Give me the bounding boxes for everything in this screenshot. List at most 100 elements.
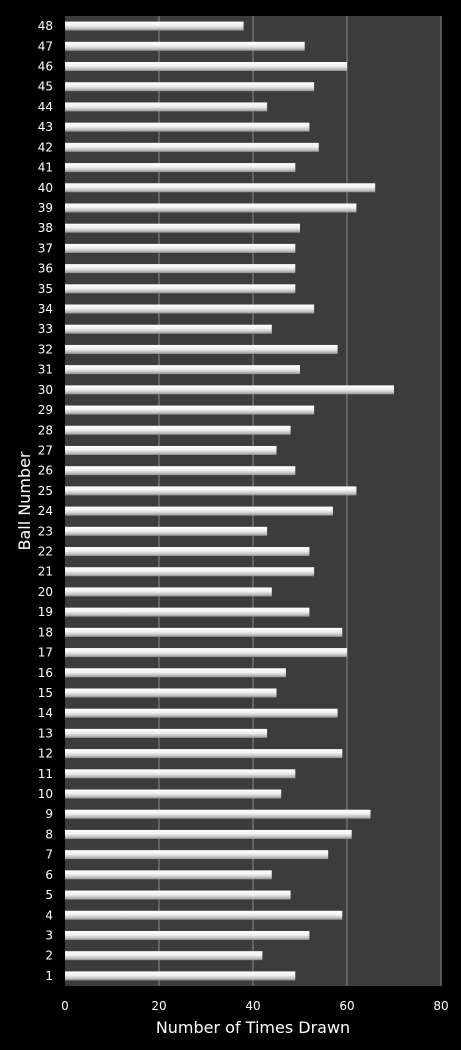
y-tick-label: 30	[38, 383, 53, 397]
bar-ball-46	[65, 62, 347, 72]
bar-ball-3	[65, 930, 310, 940]
y-tick-label: 1	[45, 969, 53, 983]
x-tick-label: 80	[433, 999, 448, 1013]
bar-ball-37	[65, 243, 296, 253]
bar-ball-14	[65, 708, 338, 718]
bar-ball-17	[65, 648, 347, 658]
y-tick-label: 35	[38, 282, 53, 296]
y-tick-label: 20	[38, 585, 53, 599]
y-tick-label: 7	[45, 848, 53, 862]
y-tick-label: 15	[38, 686, 53, 700]
y-tick-label: 38	[38, 221, 53, 235]
bar-ball-45	[65, 82, 315, 92]
y-tick-label: 3	[45, 928, 53, 942]
bar-ball-41	[65, 163, 296, 173]
y-tick-labels: 1234567891011121314151617181920212223242…	[38, 19, 53, 983]
bar-ball-36	[65, 264, 296, 274]
bar-ball-27	[65, 445, 277, 455]
bar-ball-34	[65, 304, 315, 314]
y-tick-label: 26	[38, 464, 53, 478]
bar-ball-22	[65, 547, 310, 557]
y-tick-label: 25	[38, 484, 53, 498]
y-tick-label: 22	[38, 545, 53, 559]
bar-ball-31	[65, 365, 300, 375]
bar-ball-42	[65, 142, 319, 152]
bar-ball-4	[65, 910, 343, 920]
y-tick-label: 9	[45, 807, 53, 821]
bar-ball-26	[65, 466, 296, 476]
bar-ball-18	[65, 627, 343, 637]
y-tick-label: 27	[38, 443, 53, 457]
bar-ball-24	[65, 506, 333, 516]
y-tick-label: 36	[38, 262, 53, 276]
bar-ball-44	[65, 102, 268, 112]
y-tick-label: 12	[38, 747, 53, 761]
bar-ball-23	[65, 526, 268, 536]
bar-ball-43	[65, 122, 310, 132]
y-tick-label: 13	[38, 726, 53, 740]
x-tick-label: 20	[151, 999, 166, 1013]
y-tick-label: 32	[38, 342, 53, 356]
y-tick-label: 21	[38, 565, 53, 579]
y-tick-label: 5	[45, 888, 53, 902]
bar-ball-19	[65, 607, 310, 617]
bar-ball-32	[65, 344, 338, 354]
bar-ball-2	[65, 951, 263, 961]
gridlines	[158, 16, 442, 986]
y-tick-label: 8	[45, 827, 53, 841]
y-tick-label: 4	[45, 908, 53, 922]
bar-ball-7	[65, 850, 329, 860]
y-tick-label: 34	[38, 302, 53, 316]
y-tick-label: 39	[38, 201, 53, 215]
bar-ball-8	[65, 829, 352, 839]
bar-ball-6	[65, 870, 272, 880]
y-tick-label: 10	[38, 787, 53, 801]
y-tick-label: 42	[38, 140, 53, 154]
bar-ball-13	[65, 728, 268, 738]
bar-ball-38	[65, 223, 300, 233]
bar-ball-5	[65, 890, 291, 900]
y-tick-label: 31	[38, 363, 53, 377]
y-tick-label: 16	[38, 666, 53, 680]
x-tick-label: 60	[339, 999, 354, 1013]
y-tick-label: 2	[45, 949, 53, 963]
bar-ball-16	[65, 668, 286, 678]
y-tick-label: 45	[38, 80, 53, 94]
bar-ball-1	[65, 971, 296, 981]
y-tick-label: 24	[38, 504, 53, 518]
bar-ball-48	[65, 21, 244, 31]
y-tick-label: 14	[38, 706, 53, 720]
bar-ball-35	[65, 284, 296, 294]
y-tick-label: 41	[38, 161, 53, 175]
bars	[65, 21, 394, 981]
y-tick-label: 29	[38, 403, 53, 417]
bar-ball-10	[65, 789, 282, 799]
bar-ball-20	[65, 587, 272, 597]
bar-ball-40	[65, 183, 376, 193]
y-tick-label: 19	[38, 605, 53, 619]
x-tick-labels: 0 20 40 60 80	[61, 999, 448, 1013]
bar-ball-33	[65, 324, 272, 334]
y-tick-label: 40	[38, 181, 53, 195]
y-tick-label: 44	[38, 100, 53, 114]
y-tick-label: 46	[38, 60, 53, 74]
y-tick-label: 37	[38, 241, 53, 255]
y-tick-label: 43	[38, 120, 53, 134]
bar-ball-28	[65, 425, 291, 435]
bar-ball-47	[65, 41, 305, 51]
y-tick-label: 17	[38, 646, 53, 660]
x-axis-title: Number of Times Drawn	[156, 1018, 350, 1037]
bar-ball-11	[65, 769, 296, 779]
y-tick-label: 23	[38, 524, 53, 538]
y-axis-title: Ball Number	[15, 451, 34, 550]
y-tick-label: 47	[38, 39, 53, 53]
y-tick-label: 33	[38, 322, 53, 336]
y-tick-label: 18	[38, 625, 53, 639]
bar-ball-12	[65, 749, 343, 759]
bar-ball-25	[65, 486, 357, 496]
y-tick-label: 11	[38, 767, 53, 781]
bar-ball-9	[65, 809, 371, 819]
bar-ball-29	[65, 405, 315, 415]
bar-ball-15	[65, 688, 277, 698]
